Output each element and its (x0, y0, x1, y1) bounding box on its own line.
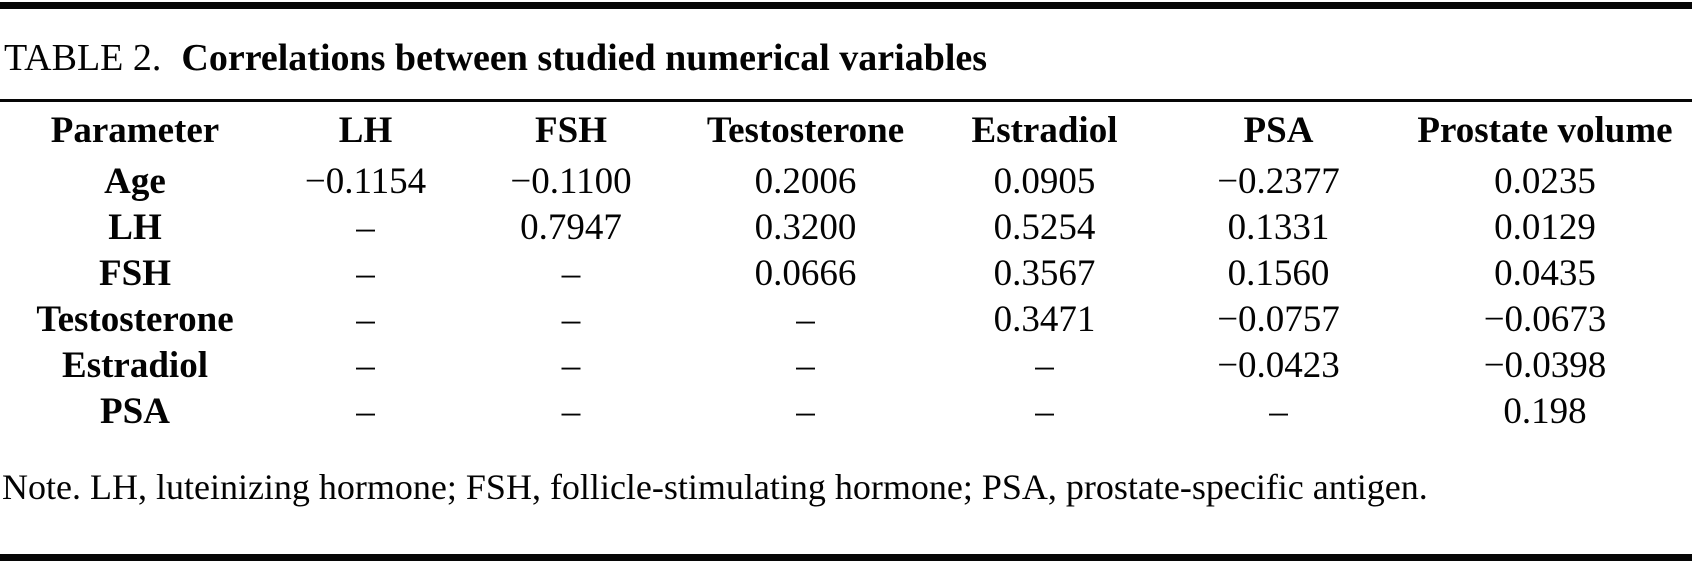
table-cell: – (796, 344, 815, 386)
table-row-age: Age −0.1154 −0.1100 0.2006 0.0905 −0.237… (0, 158, 1692, 204)
table-row-fsh: FSH – – 0.0666 0.3567 0.1560 0.0435 (0, 250, 1692, 296)
table-cell: – (356, 298, 375, 340)
row-label: PSA (100, 390, 170, 432)
table-cell: −0.0423 (1217, 344, 1340, 386)
table-cell: −0.0673 (1483, 298, 1607, 340)
table-cell: – (796, 298, 815, 340)
table-cell: 0.1560 (1227, 252, 1330, 294)
table-bottom-rule (0, 554, 1692, 561)
column-header-psa: PSA (1243, 109, 1314, 151)
table-cell: 0.0435 (1494, 252, 1596, 294)
table-cell: – (356, 206, 375, 248)
column-header-fsh: FSH (535, 109, 607, 151)
table-row-lh: LH – 0.7947 0.3200 0.5254 0.1331 0.0129 (0, 204, 1692, 250)
table-number-label: TABLE 2. (4, 37, 162, 79)
table-cell: 0.3471 (993, 298, 1096, 340)
table-cell: – (356, 344, 375, 386)
table-note: Note. LH, luteinizing hormone; FSH, foll… (2, 467, 1428, 507)
table-row-estradiol: Estradiol – – – – −0.0423 −0.0398 (0, 342, 1692, 388)
row-label: Age (104, 160, 166, 202)
table-cell: −0.1100 (510, 160, 632, 202)
table-cell: – (1035, 390, 1054, 432)
table-title: Correlations between studied numerical v… (181, 37, 988, 79)
table-cell: – (356, 390, 375, 432)
column-header-prostate-volume: Prostate volume (1417, 109, 1673, 151)
table-cell: – (561, 344, 581, 386)
row-label: LH (108, 206, 162, 248)
table-cell: – (1269, 390, 1288, 432)
table-cell: 0.7947 (520, 206, 622, 248)
table-cell: – (796, 390, 815, 432)
table-cell: – (356, 252, 375, 294)
column-header-parameter: Parameter (50, 109, 220, 151)
table-cell: −0.1154 (304, 160, 427, 202)
table-cell: – (1035, 344, 1054, 386)
table-cell: 0.0129 (1494, 206, 1596, 248)
table-cell: 0.0235 (1494, 160, 1596, 202)
table-caption: TABLE 2. Correlations between studied num… (4, 36, 1692, 80)
table-cell: 0.0905 (993, 160, 1096, 202)
column-header-lh: LH (338, 109, 393, 151)
table-cell: 0.3567 (993, 252, 1096, 294)
table-row-testosterone: Testosterone – – – 0.3471 −0.0757 −0.067… (0, 296, 1692, 342)
table-cell: −0.0757 (1217, 298, 1340, 340)
table-cell: – (561, 390, 581, 432)
row-label: Estradiol (62, 344, 208, 386)
table-cell: 0.3200 (754, 206, 857, 248)
correlation-table: Parameter LH FSH Testosterone Estradiol … (0, 102, 1692, 434)
table-cell: 0.198 (1503, 390, 1587, 432)
table-cell: −0.0398 (1483, 344, 1607, 386)
table-row-psa: PSA – – – – – 0.198 (0, 388, 1692, 434)
row-label: Testosterone (36, 298, 234, 340)
column-header-estradiol: Estradiol (971, 109, 1118, 151)
table-cell: – (561, 252, 581, 294)
table-cell: 0.1331 (1227, 206, 1330, 248)
column-header-testosterone: Testosterone (706, 109, 905, 151)
caption-separator-rule (0, 99, 1692, 102)
table-cell: 0.0666 (754, 252, 857, 294)
table-cell: −0.2377 (1217, 160, 1340, 202)
table-cell: 0.2006 (754, 160, 857, 202)
table-cell: 0.5254 (993, 206, 1096, 248)
row-label: FSH (99, 252, 171, 294)
table-cell: – (561, 298, 581, 340)
header-row: Parameter LH FSH Testosterone Estradiol … (0, 102, 1692, 158)
table-top-rule (0, 2, 1692, 9)
